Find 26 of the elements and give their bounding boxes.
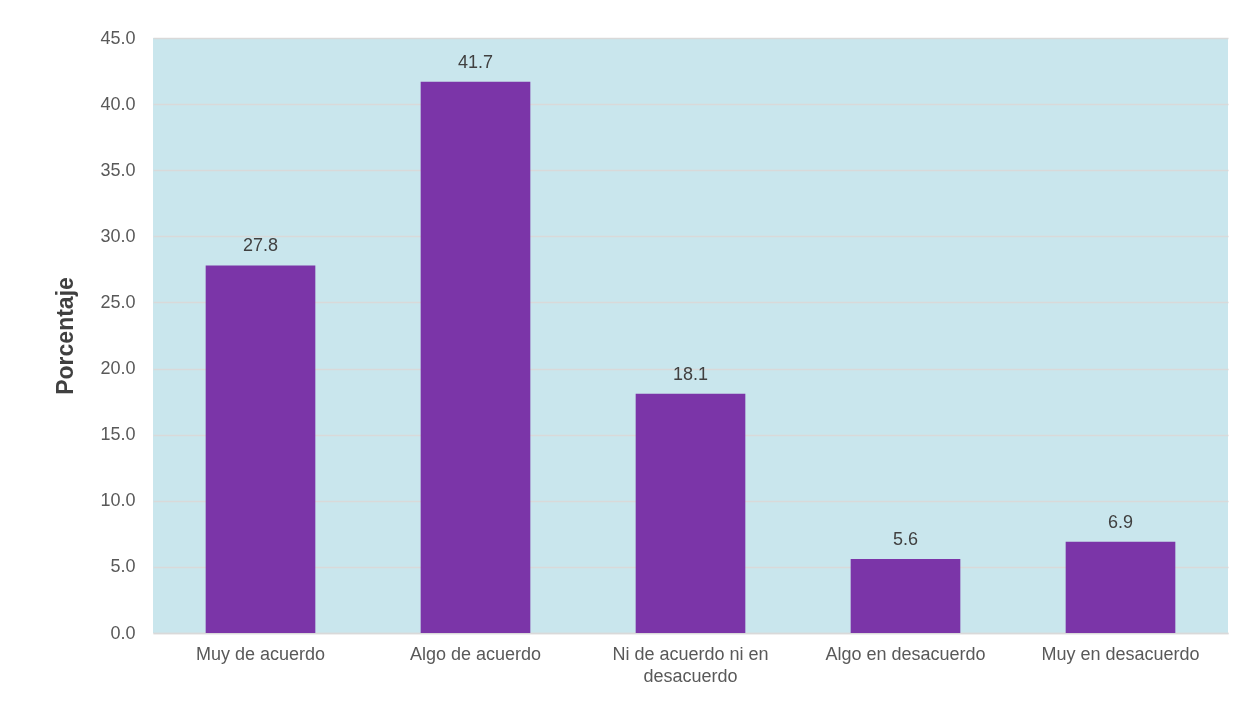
data-label: 27.8 [242,235,279,256]
y-tick-label: 30.0 [100,225,136,246]
y-tick-label: 10.0 [100,490,136,511]
data-label: 18.1 [672,363,709,384]
y-tick-label: 40.0 [100,93,136,114]
x-tick-label: Algo de acuerdo [409,643,542,664]
bar [205,265,316,633]
data-label: 5.6 [892,528,919,549]
y-tick-label: 45.0 [100,27,136,48]
bar [1065,541,1176,633]
data-label: 6.9 [1107,511,1134,532]
y-tick-label: 25.0 [100,291,136,312]
bar [850,558,961,633]
data-label: 41.7 [457,51,494,72]
y-tick-label: 5.0 [110,556,136,577]
x-tick-label: Algo en desacuerdo [825,643,986,664]
y-axis-title: Porcentaje [52,277,79,395]
x-tick-label: Muy de acuerdo [195,643,326,664]
y-tick-label: 35.0 [100,159,136,180]
bar [420,81,531,633]
y-tick-label: 20.0 [100,358,136,379]
y-tick-label: 0.0 [110,622,136,643]
x-tick-label: Ni de acuerdo ni en desacuerdo [612,643,769,686]
bar [635,393,746,633]
y-tick-label: 15.0 [100,424,136,445]
x-tick-label: Muy en desacuerdo [1041,643,1200,664]
